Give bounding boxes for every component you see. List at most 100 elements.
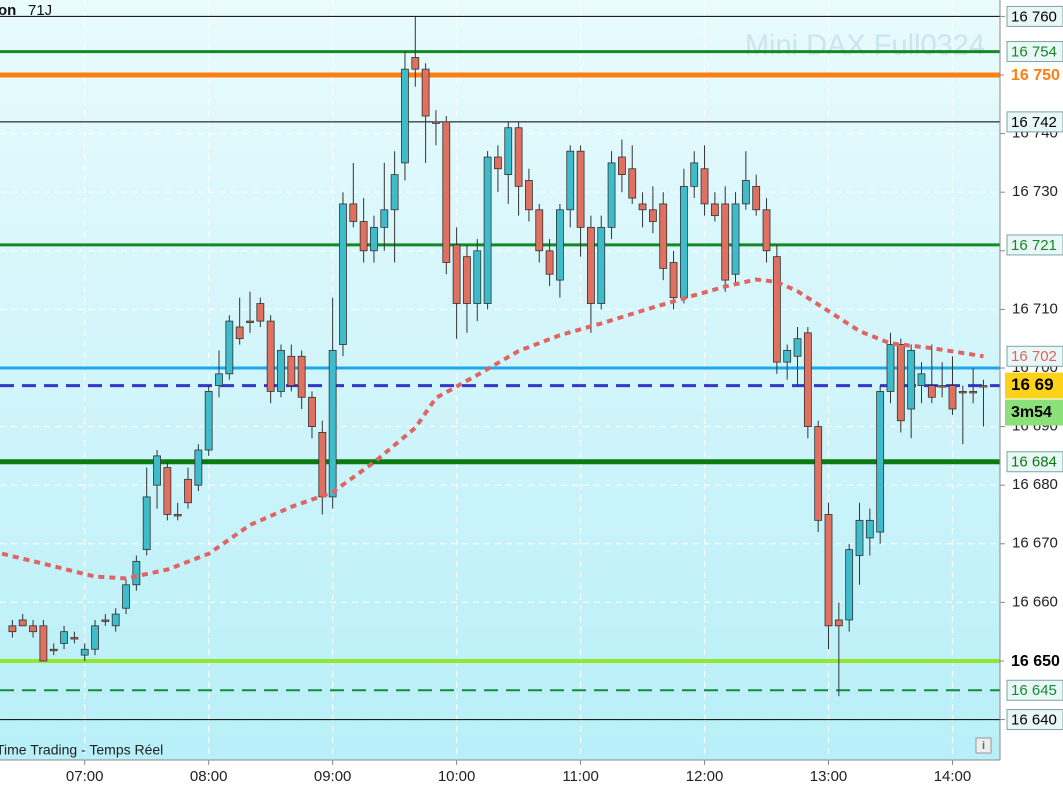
level-label: 16 760 <box>1011 8 1057 25</box>
candle-body <box>504 127 513 176</box>
candle-body <box>359 221 368 252</box>
candle-body <box>752 185 761 211</box>
watermark: Mini DAX Full0324 <box>745 30 985 62</box>
candle-body <box>886 344 895 392</box>
candle-body <box>246 320 254 324</box>
candle-body <box>907 350 916 410</box>
candle-body <box>297 355 306 398</box>
plot: Mini DAX Full0324 on 71J Time Trading - Tem… <box>0 1 1000 758</box>
candle-body <box>783 350 792 363</box>
candle-body <box>896 344 905 422</box>
candle-body <box>380 209 389 228</box>
candle-body <box>339 203 347 345</box>
x-tick-label: 09:00 <box>314 768 352 785</box>
candle-body <box>318 432 327 498</box>
candle-body <box>401 68 409 164</box>
level-label: 16 754 <box>1011 44 1057 61</box>
candle-body <box>721 203 730 281</box>
candle-body <box>421 68 430 117</box>
candle-body <box>845 549 854 621</box>
candle-body <box>948 385 957 410</box>
candle-body <box>266 320 275 392</box>
price-tag-box <box>1005 372 1063 399</box>
candle-body <box>215 373 223 386</box>
candle-body <box>958 391 967 394</box>
candle-body <box>483 156 492 304</box>
candle-body <box>535 209 544 252</box>
candle-body <box>39 625 48 662</box>
candle-body <box>525 180 533 211</box>
candle-body <box>494 156 502 170</box>
y-tick-label: 16 730 <box>1012 183 1058 200</box>
candle-body <box>29 625 37 633</box>
candle-body <box>101 619 110 622</box>
candle-body <box>60 631 68 644</box>
level-label: 16 650 <box>1011 653 1060 670</box>
candle-body <box>463 256 471 304</box>
level-label-box <box>1006 234 1063 256</box>
candle-body <box>690 162 699 187</box>
candle-body <box>173 514 182 517</box>
candle-body <box>927 385 936 398</box>
candle-body <box>917 373 926 386</box>
candle-body <box>8 625 17 633</box>
candle-body <box>938 385 947 388</box>
candle-body <box>741 180 750 205</box>
candle-body <box>153 455 161 486</box>
candle-body <box>803 332 812 427</box>
candle-body <box>514 127 523 187</box>
candle-body <box>679 185 688 299</box>
candle-body <box>628 168 637 199</box>
candle-body <box>700 168 709 205</box>
candle-body <box>772 256 781 363</box>
candle-body <box>834 619 843 627</box>
candle-body <box>762 209 771 252</box>
x-tick-label: 07:00 <box>66 768 104 785</box>
x-tick-label: 14:00 <box>934 768 972 785</box>
candle-body <box>731 203 740 275</box>
level-label: 16 684 <box>1011 454 1057 471</box>
candle-body <box>235 326 244 340</box>
level-label: 16 742 <box>1011 114 1057 131</box>
candle-body <box>132 560 141 586</box>
x-tick-label: 12:00 <box>686 768 724 785</box>
candle-body <box>814 426 823 521</box>
candle-body <box>328 350 337 498</box>
candle-body <box>256 303 265 322</box>
candle-body <box>648 209 657 222</box>
candle-body <box>597 226 606 304</box>
candle-body <box>710 203 719 217</box>
candle-body <box>442 121 451 263</box>
candle-body <box>277 350 285 392</box>
candle-body <box>576 150 585 228</box>
candle-body <box>194 449 203 486</box>
candle-body <box>473 250 482 304</box>
candle-body <box>556 209 564 281</box>
candle-body <box>91 625 99 650</box>
candle-body <box>111 613 120 627</box>
candle-body <box>390 174 399 211</box>
x-tick-label: 13:00 <box>810 768 848 785</box>
candle-body <box>638 203 647 211</box>
candle-body <box>287 355 296 386</box>
x-tick-label: 10:00 <box>438 768 476 785</box>
y-tick-label: 16 710 <box>1012 300 1058 317</box>
candle-body <box>587 226 595 304</box>
candle-body <box>618 156 626 176</box>
level-label-box <box>1006 451 1063 473</box>
candle-body <box>184 478 192 504</box>
level-label-box <box>1006 111 1063 133</box>
candle-body <box>411 57 420 70</box>
timer-box <box>1005 399 1063 426</box>
candle-body <box>669 262 678 299</box>
level-label-box <box>1006 345 1063 367</box>
level-label-box <box>1006 679 1063 701</box>
candle-body <box>607 162 616 228</box>
info-icon-glyph: i <box>982 740 985 752</box>
candle-body <box>349 203 358 222</box>
candle-body <box>122 584 130 609</box>
info-icon[interactable] <box>975 737 992 754</box>
candle-body <box>793 338 802 357</box>
